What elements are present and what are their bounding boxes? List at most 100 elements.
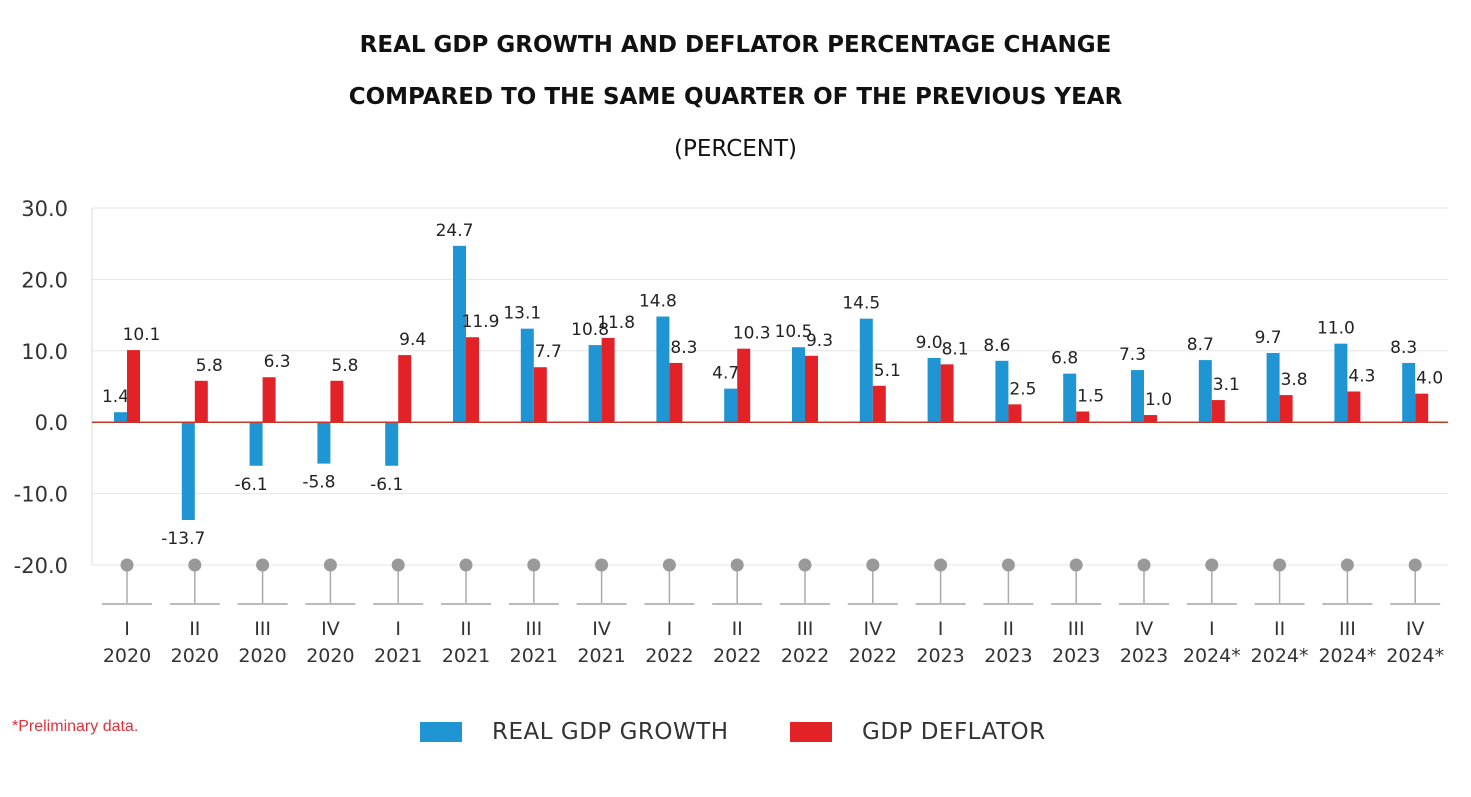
bar-gdp	[1131, 370, 1144, 423]
category-marker	[1273, 558, 1287, 572]
data-label-deflator: 11.8	[597, 313, 635, 333]
y-tick-label: 30.0	[21, 197, 68, 221]
bar-deflator	[1279, 395, 1293, 423]
category-marker	[1205, 558, 1219, 572]
x-tick-quarter: II	[732, 618, 743, 640]
x-tick-quarter: I	[938, 618, 944, 640]
category-marker	[798, 558, 812, 572]
bar-deflator	[669, 362, 683, 423]
data-label-deflator: 3.1	[1213, 375, 1240, 395]
bar-deflator	[533, 367, 547, 423]
category-marker	[730, 558, 744, 572]
bar-gdp	[453, 245, 466, 423]
legend-label-deflator: GDP DEFLATOR	[862, 719, 1046, 745]
x-tick-year: 2022	[645, 645, 693, 667]
category-marker	[662, 558, 676, 572]
y-tick-label: -10.0	[14, 483, 68, 507]
bar-deflator	[398, 355, 412, 423]
y-tick-label: -20.0	[14, 554, 68, 578]
bar-deflator	[194, 380, 208, 423]
bar-gdp	[792, 347, 805, 423]
bar-deflator	[940, 364, 954, 423]
data-label-deflator: 8.3	[670, 338, 697, 358]
data-label-deflator: 5.8	[196, 356, 223, 376]
bar-deflator	[127, 350, 140, 423]
legend-swatch-deflator	[790, 722, 832, 742]
x-tick-year: 2024*	[1386, 645, 1444, 667]
x-tick-quarter: IV	[1406, 618, 1425, 640]
x-tick-quarter: I	[1209, 618, 1215, 640]
legend-swatch-gdp	[420, 722, 462, 742]
bar-deflator	[1076, 411, 1090, 423]
bar-gdp	[1198, 360, 1212, 423]
bar-deflator	[262, 377, 276, 423]
x-tick-quarter: II	[1003, 618, 1014, 640]
x-tick-year: 2023	[984, 645, 1032, 667]
category-marker	[256, 558, 270, 572]
x-tick-year: 2022	[781, 645, 829, 667]
bar-gdp	[181, 422, 195, 521]
data-label-gdp: 1.4	[102, 387, 129, 407]
data-label-deflator: 6.3	[264, 352, 291, 372]
data-label-deflator: 11.9	[462, 312, 500, 332]
bar-gdp	[927, 357, 941, 423]
data-label-gdp: 11.0	[1317, 319, 1355, 339]
data-label-deflator: 4.3	[1348, 366, 1375, 386]
bar-deflator	[805, 355, 818, 423]
x-tick-year: 2024*	[1318, 645, 1376, 667]
data-label-gdp: 8.6	[983, 336, 1010, 356]
category-marker	[866, 558, 880, 572]
data-label-gdp: -5.8	[302, 473, 335, 493]
data-label-gdp: 14.8	[639, 292, 677, 312]
x-tick-quarter: III	[1339, 618, 1356, 640]
x-tick-year: 2020	[238, 645, 286, 667]
data-label-gdp: 8.3	[1390, 338, 1417, 358]
bar-gdp	[859, 318, 873, 423]
data-label-gdp: 9.0	[916, 333, 943, 353]
bar-deflator	[872, 385, 886, 423]
legend-label-gdp: REAL GDP GROWTH	[492, 719, 729, 745]
x-tick-quarter: III	[254, 618, 271, 640]
bar-gdp	[114, 412, 127, 423]
bar-deflator	[737, 348, 751, 423]
data-label-deflator: 2.5	[1009, 379, 1036, 399]
data-label-deflator: 4.0	[1416, 369, 1443, 389]
bar-deflator	[601, 337, 615, 423]
data-label-gdp: -6.1	[370, 475, 403, 495]
bar-gdp	[1334, 343, 1348, 423]
bar-gdp	[995, 360, 1009, 423]
chart-subtitle: (PERCENT)	[673, 136, 798, 162]
x-tick-quarter: IV	[863, 618, 882, 640]
data-label-gdp: 10.8	[571, 320, 609, 340]
bar-gdp	[385, 422, 399, 466]
data-label-gdp: 9.7	[1255, 328, 1282, 348]
category-marker	[1340, 558, 1354, 572]
bar-gdp	[520, 328, 534, 423]
legend-item-gdp: REAL GDP GROWTH	[420, 718, 729, 746]
x-tick-quarter: IV	[1135, 618, 1154, 640]
x-tick-quarter: II	[189, 618, 200, 640]
bar-deflator	[1008, 404, 1022, 423]
x-tick-year: 2024*	[1251, 645, 1309, 667]
category-marker	[1069, 558, 1083, 572]
x-tick-quarter: II	[460, 618, 471, 640]
x-tick-year: 2021	[374, 645, 422, 667]
category-marker	[527, 558, 541, 572]
data-label-deflator: 9.4	[399, 330, 426, 350]
bar-deflator	[1415, 393, 1429, 423]
x-tick-quarter: III	[525, 618, 542, 640]
bar-deflator	[330, 380, 344, 423]
category-marker	[188, 558, 202, 572]
category-marker	[1137, 558, 1151, 572]
bar-deflator	[1211, 400, 1225, 423]
data-label-deflator: 7.7	[535, 342, 562, 362]
x-tick-year: 2021	[510, 645, 558, 667]
bar-gdp	[1266, 352, 1280, 423]
data-label-deflator: 5.1	[874, 361, 901, 381]
bar-gdp	[724, 388, 738, 423]
data-label-deflator: 1.0	[1145, 390, 1172, 410]
x-tick-quarter: II	[1274, 618, 1285, 640]
y-tick-label: 10.0	[21, 340, 68, 364]
bar-deflator	[466, 337, 479, 423]
y-tick-label: 20.0	[21, 268, 68, 292]
